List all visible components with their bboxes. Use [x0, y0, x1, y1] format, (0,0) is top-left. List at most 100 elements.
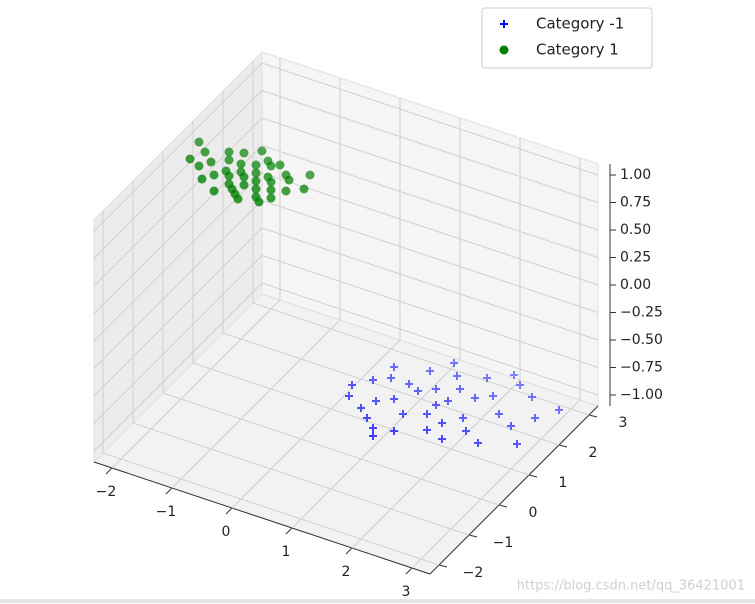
z-grid-line	[93, 62, 263, 232]
point	[254, 197, 264, 207]
point	[426, 367, 434, 375]
y-grid-line	[132, 422, 470, 536]
z-tick-label: −0.25	[620, 305, 663, 321]
point	[239, 180, 249, 190]
y-grid-line	[192, 362, 530, 476]
point	[251, 176, 261, 186]
x-tick-label: 2	[342, 564, 351, 580]
point	[281, 186, 291, 196]
point	[528, 393, 536, 401]
point	[266, 177, 276, 187]
point	[456, 385, 464, 393]
point	[471, 394, 479, 402]
z-grid-line	[261, 90, 599, 203]
z-grid-line	[261, 172, 599, 286]
x-grid-line	[111, 299, 281, 469]
y-tick-label: −1	[493, 535, 514, 551]
point	[495, 410, 503, 418]
point	[414, 387, 422, 395]
z-grid-line	[261, 117, 599, 231]
point	[224, 147, 234, 157]
x-grid-line	[411, 399, 581, 569]
z-grid-line	[261, 227, 599, 341]
x-tick	[165, 487, 173, 495]
point	[257, 146, 267, 156]
legend-box	[481, 7, 653, 69]
point	[450, 359, 458, 367]
y-tick	[528, 474, 538, 478]
point	[194, 161, 204, 171]
point	[236, 159, 246, 169]
point	[453, 372, 461, 380]
y-tick-label: 2	[589, 445, 598, 461]
x-tick	[225, 507, 233, 515]
z-grid-line	[261, 255, 599, 368]
point	[387, 374, 395, 382]
point	[348, 381, 356, 389]
point	[423, 426, 431, 434]
x-grid-line	[231, 339, 401, 509]
point	[305, 170, 315, 180]
point	[432, 401, 440, 409]
point	[251, 184, 261, 194]
point	[345, 392, 353, 400]
point	[390, 395, 398, 403]
point	[369, 424, 377, 432]
z-tick-label: 0.75	[620, 195, 651, 211]
y-tick-label: 1	[559, 475, 568, 491]
y-tick-label: 3	[619, 415, 628, 431]
x-grid-line	[171, 319, 341, 489]
point	[251, 168, 261, 178]
watermark: https://blog.csdn.net/qq_36421001	[517, 579, 745, 594]
z-tick-label: 0.00	[620, 277, 651, 293]
y-tick	[558, 444, 568, 448]
z-grid-line	[93, 117, 263, 287]
x-tick	[285, 527, 293, 535]
y-grid-line	[162, 392, 500, 506]
z-grid-line	[93, 145, 263, 314]
point	[227, 184, 237, 194]
z-tick-label: 0.25	[620, 250, 651, 266]
point	[299, 184, 309, 194]
point	[194, 137, 204, 147]
point	[405, 380, 413, 388]
point	[438, 419, 446, 427]
point	[281, 170, 291, 180]
point	[363, 414, 371, 422]
point	[206, 157, 216, 167]
legend-marker	[500, 20, 508, 28]
point	[224, 155, 234, 165]
point	[263, 156, 273, 166]
point	[483, 374, 491, 382]
x-grid-line	[351, 379, 521, 549]
point	[369, 432, 377, 440]
legend-label: Category -1	[536, 15, 624, 33]
point	[462, 427, 470, 435]
z-tick-label: −0.75	[620, 360, 663, 376]
z-tick-label: 1.00	[620, 167, 651, 183]
point	[372, 397, 380, 405]
y-tick	[468, 534, 478, 538]
point	[513, 440, 521, 448]
point	[236, 167, 246, 177]
z-tick-label: 0.50	[620, 222, 651, 238]
y-tick	[438, 564, 448, 568]
point	[221, 166, 231, 176]
point	[510, 371, 518, 379]
point	[185, 154, 195, 164]
point	[432, 385, 440, 393]
point	[266, 185, 276, 195]
x-tick-label: 3	[402, 584, 411, 600]
y-tick	[588, 414, 598, 418]
z-grid-line	[261, 145, 599, 258]
point	[399, 410, 407, 418]
point	[200, 147, 210, 157]
point	[369, 376, 377, 384]
point	[239, 148, 249, 158]
point	[197, 174, 207, 184]
point	[251, 160, 261, 170]
y-tick	[498, 504, 508, 508]
z-grid-line	[261, 200, 599, 313]
x-tick	[345, 547, 353, 555]
point	[357, 404, 365, 412]
